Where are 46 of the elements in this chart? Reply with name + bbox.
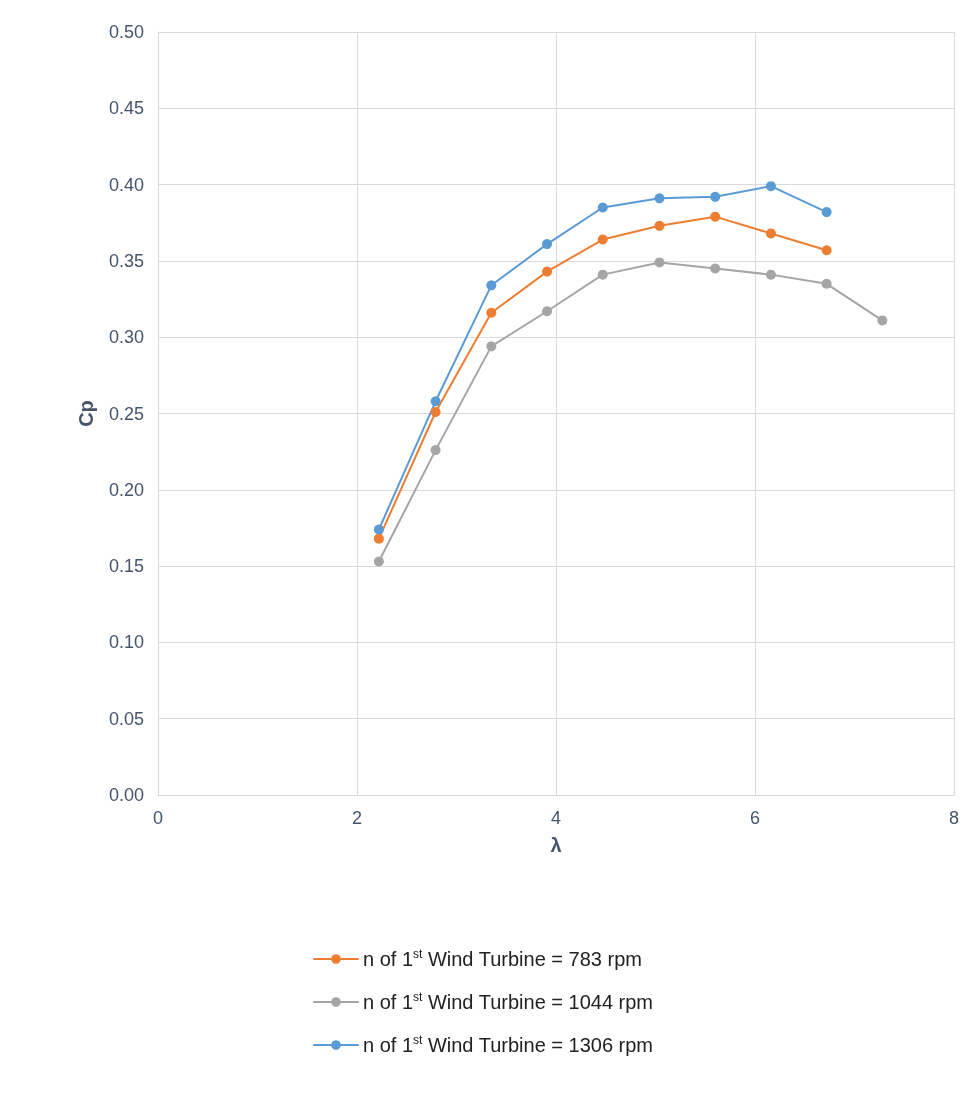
y-tick-label: 0.45 xyxy=(108,98,144,119)
y-tick-label: 0.00 xyxy=(108,785,144,805)
y-tick-label: 0.10 xyxy=(108,632,144,653)
point xyxy=(430,406,441,417)
point xyxy=(486,341,497,352)
point xyxy=(821,278,832,289)
point xyxy=(430,396,441,407)
y-tick-label: 0.40 xyxy=(108,174,144,195)
y-tick-label: 0.15 xyxy=(108,556,144,577)
y-tick-label: 0.50 xyxy=(108,22,144,42)
point xyxy=(821,207,832,218)
y-axis-title: Cp xyxy=(75,400,97,427)
point xyxy=(373,556,384,567)
point xyxy=(597,202,608,213)
point xyxy=(486,280,497,291)
point xyxy=(654,193,665,204)
point xyxy=(373,524,384,535)
x-axis-title: λ xyxy=(550,834,562,856)
point xyxy=(765,181,776,192)
point xyxy=(430,445,441,456)
point xyxy=(542,266,553,277)
x-tick-label: 6 xyxy=(749,808,761,828)
point xyxy=(486,307,497,318)
point xyxy=(654,220,665,231)
point xyxy=(373,533,384,544)
point xyxy=(710,263,721,274)
y-tick-label: 0.30 xyxy=(108,327,144,348)
point xyxy=(710,191,721,202)
point xyxy=(597,234,608,245)
y-tick-label: 0.25 xyxy=(108,403,144,424)
point xyxy=(710,211,721,222)
x-tick-label: 2 xyxy=(351,808,363,828)
x-tick-label: 4 xyxy=(550,808,562,828)
point xyxy=(821,245,832,256)
point xyxy=(597,269,608,280)
point xyxy=(654,257,665,268)
point xyxy=(765,269,776,280)
x-tick-label: 0 xyxy=(152,808,164,828)
point xyxy=(877,315,888,326)
y-tick-label: 0.05 xyxy=(108,708,144,729)
point xyxy=(542,306,553,317)
x-tick-label: 8 xyxy=(948,808,960,828)
y-tick-label: 0.35 xyxy=(108,250,144,271)
point xyxy=(765,228,776,239)
y-tick-label: 0.20 xyxy=(108,479,144,500)
point xyxy=(542,239,553,250)
